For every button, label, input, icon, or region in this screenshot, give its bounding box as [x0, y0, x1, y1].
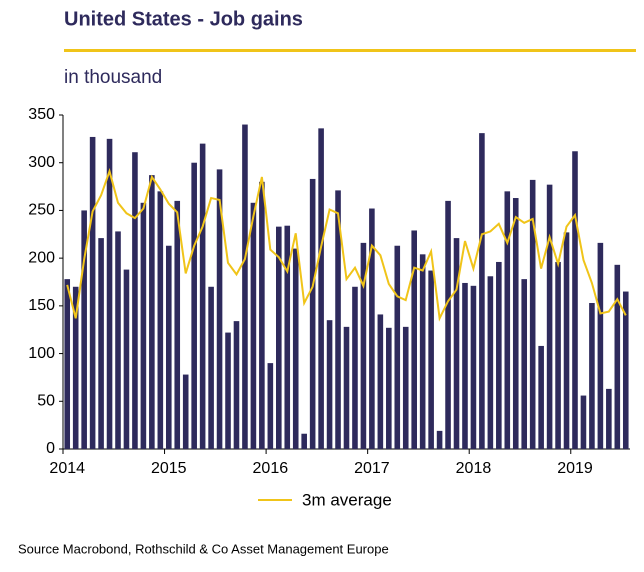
bar [496, 261, 502, 449]
bar [538, 345, 544, 449]
bar [504, 191, 511, 450]
bar [106, 138, 113, 449]
bar [394, 245, 401, 449]
bar [428, 270, 434, 449]
y-tick-label: 300 [28, 154, 55, 171]
bar [352, 286, 358, 449]
bar [309, 178, 316, 450]
bar [284, 225, 291, 449]
bar [123, 269, 130, 449]
bar [614, 264, 621, 449]
bar [259, 181, 265, 450]
bar [386, 327, 392, 449]
y-tick-label: 50 [37, 393, 55, 410]
bar [487, 276, 494, 449]
y-tick-label: 100 [28, 345, 55, 362]
bar [89, 136, 96, 449]
bar [563, 232, 570, 449]
bar [174, 200, 181, 449]
bar [606, 388, 612, 449]
bar [225, 332, 231, 449]
bar [445, 200, 451, 449]
bar [191, 162, 197, 449]
title-rule [64, 49, 636, 52]
bar [267, 363, 274, 449]
x-tick-label: 2017 [354, 460, 390, 477]
bar [165, 245, 172, 449]
line [66, 167, 627, 322]
bar [402, 326, 409, 449]
bar [199, 143, 206, 449]
chart-title: United States - Job gains [64, 8, 303, 30]
bar [470, 285, 477, 449]
bar [208, 286, 214, 449]
bar [546, 184, 553, 450]
y-tick-label: 150 [28, 297, 55, 314]
bar [326, 320, 333, 449]
bar [555, 261, 561, 449]
bar [98, 238, 104, 449]
bar [479, 133, 485, 450]
bar [521, 279, 528, 449]
bar [580, 395, 587, 449]
bar [64, 279, 71, 449]
chart-subtitle: in thousand [64, 67, 162, 88]
x-tick-label: 2014 [49, 460, 85, 477]
bar [622, 291, 629, 449]
source-note: Source Macrobond, Rothschild & Co Asset … [18, 541, 389, 556]
bar [216, 169, 223, 449]
bar [250, 202, 257, 449]
bar [369, 208, 375, 449]
x-tick-label: 2016 [253, 460, 289, 477]
y-tick-label: 0 [46, 440, 55, 457]
bar [132, 152, 138, 449]
bar [419, 254, 426, 449]
bar [572, 151, 578, 449]
bar [411, 230, 417, 449]
bar [292, 248, 299, 449]
bar [242, 124, 248, 450]
x-tick-label: 2018 [456, 460, 492, 477]
x-tick-label: 2019 [557, 460, 593, 477]
bar [115, 231, 121, 449]
bar [72, 286, 79, 449]
bar [462, 282, 468, 449]
bar [182, 374, 189, 449]
bar [157, 191, 164, 450]
bar [529, 179, 536, 450]
legend-label: 3m average [302, 490, 392, 509]
bar [276, 226, 282, 449]
bar [140, 202, 147, 449]
bar [149, 175, 155, 449]
x-tick-label: 2015 [151, 460, 187, 477]
y-tick-label: 250 [28, 202, 55, 219]
bar [335, 190, 341, 450]
bar [377, 314, 384, 449]
bar [436, 430, 443, 449]
y-tick-label: 350 [28, 106, 55, 123]
y-tick-label: 200 [28, 249, 55, 266]
bar [597, 242, 604, 449]
bar [360, 242, 367, 449]
bar [453, 238, 460, 449]
bar [343, 326, 350, 449]
bar [81, 210, 87, 449]
bar [318, 128, 324, 450]
bar [512, 198, 519, 449]
bar [589, 302, 595, 449]
bar [233, 321, 240, 449]
bar [301, 433, 307, 449]
